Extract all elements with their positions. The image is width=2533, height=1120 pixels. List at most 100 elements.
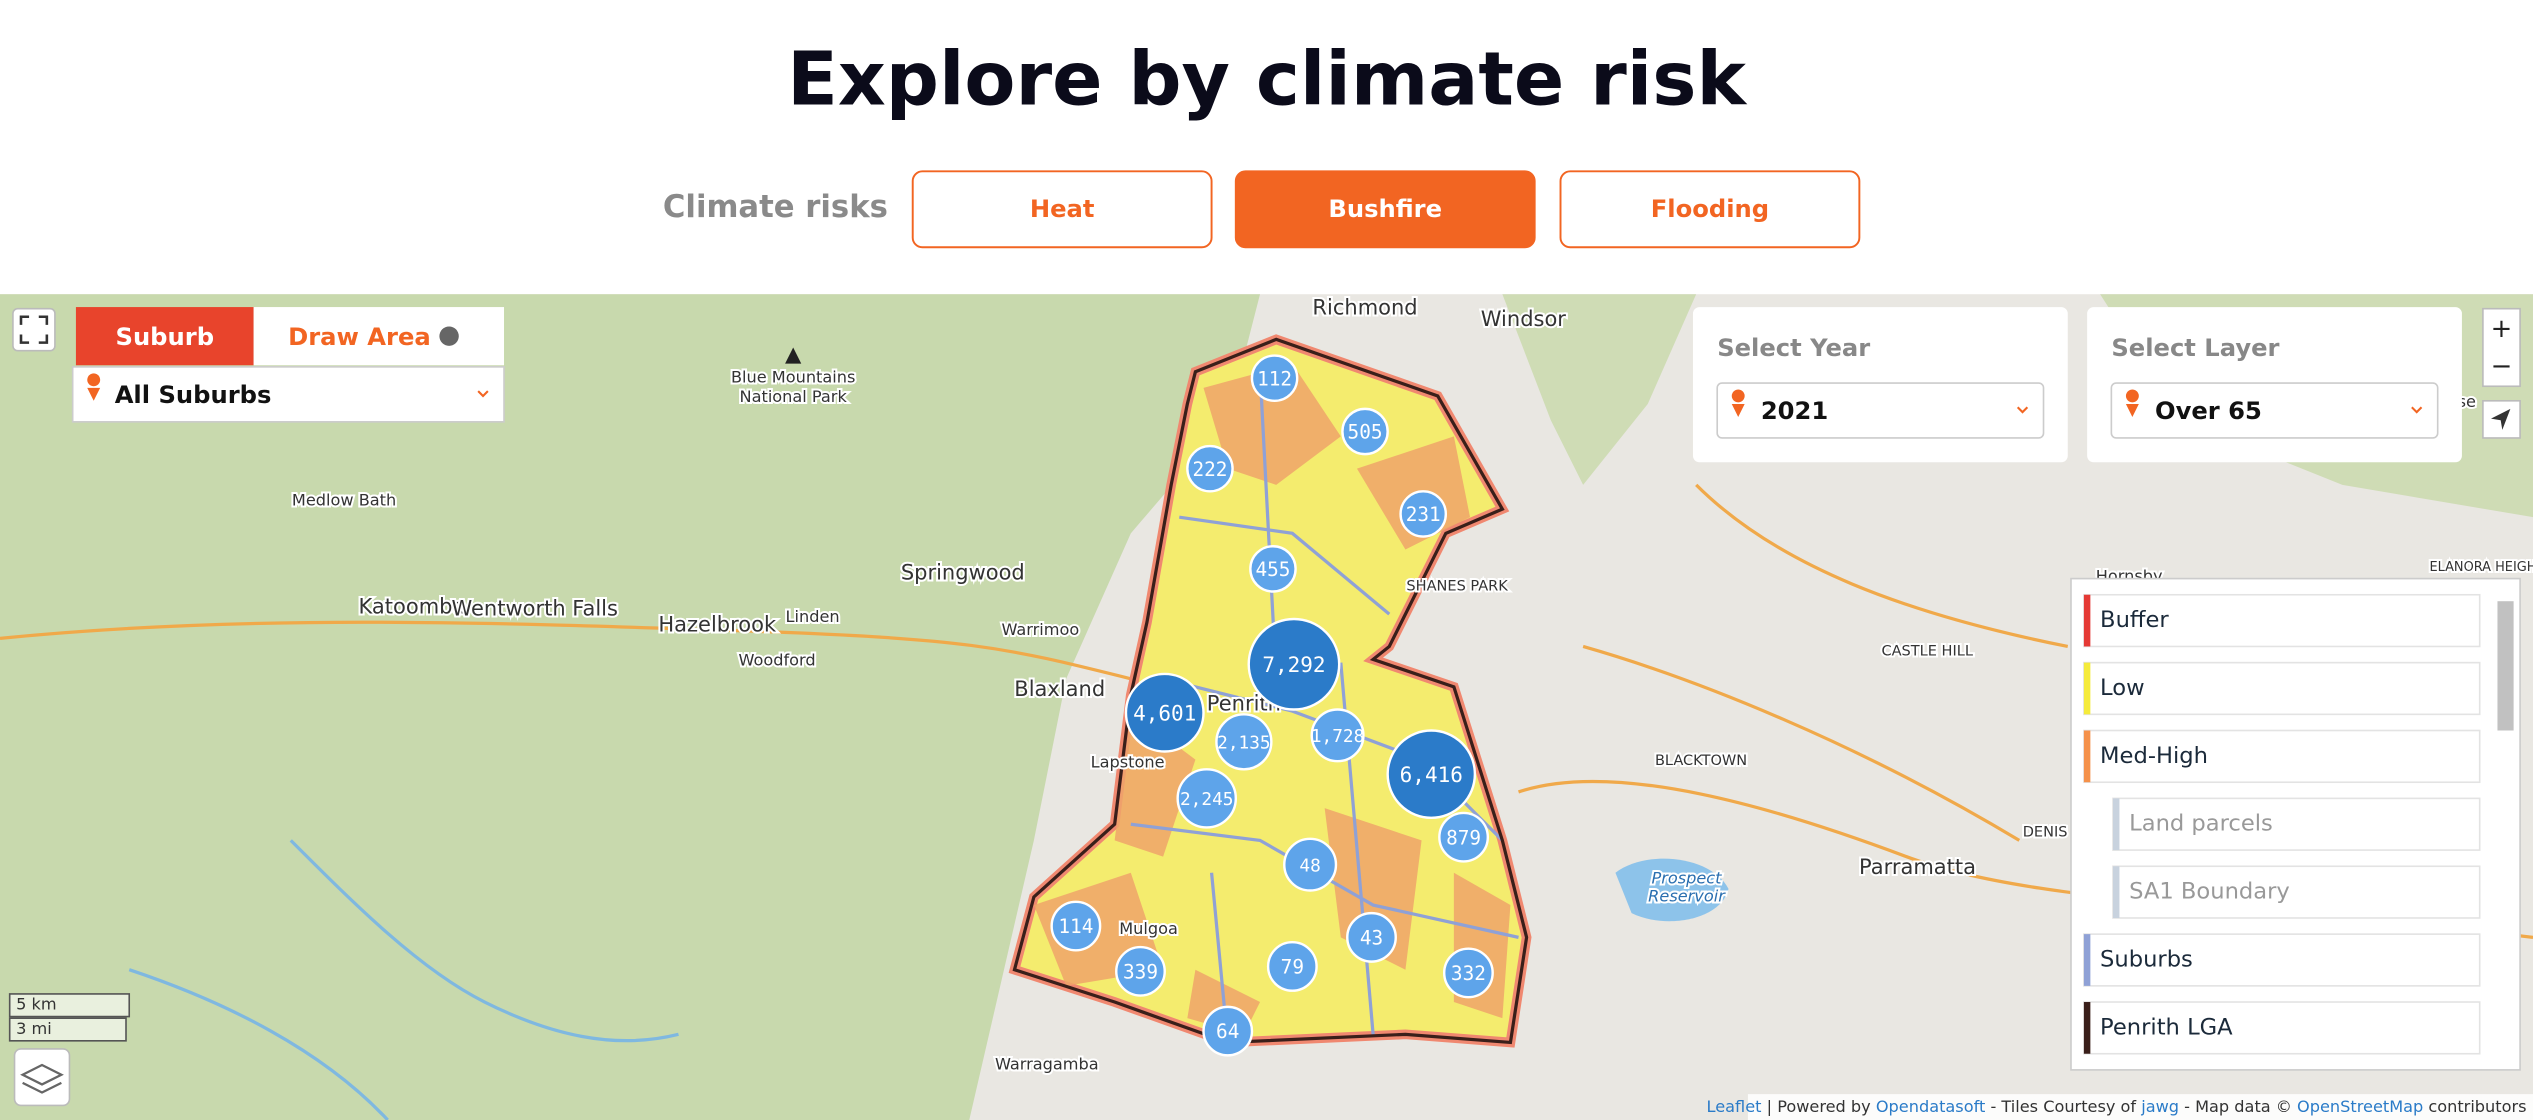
mode-tab-label: Suburb <box>116 323 215 351</box>
chevron <box>2016 406 2029 414</box>
risk-button-label: Bushfire <box>1328 195 1442 223</box>
cluster-count: 64 <box>1216 1020 1239 1043</box>
cluster-count: 1,728 <box>1311 727 1364 747</box>
mode-tab-label: Draw Area <box>288 323 431 351</box>
cluster-count: 455 <box>1255 558 1290 581</box>
place-label: Warrimoo <box>1001 620 1079 639</box>
cluster-marker[interactable] <box>1176 768 1238 829</box>
zoom-out[interactable]: − <box>2491 351 2513 381</box>
scale-bar <box>8 993 131 1018</box>
place-label: Mulgoa <box>1119 919 1178 938</box>
place-label: CASTLE HILL <box>1881 643 1973 659</box>
place-label: Parramatta <box>1859 855 1976 879</box>
cluster-marker[interactable] <box>1442 947 1494 999</box>
select-box[interactable] <box>1716 382 2045 439</box>
fullscreen-icon <box>19 315 49 344</box>
cluster-marker[interactable] <box>1249 545 1297 593</box>
locate-icon <box>2490 408 2511 430</box>
place-label: Hazelbrook <box>658 612 777 636</box>
place-label: Blaxland <box>1014 677 1105 701</box>
place-label: Wentworth Falls <box>451 596 617 620</box>
pin-icon <box>2125 389 2139 417</box>
cluster-marker[interactable] <box>1215 713 1273 771</box>
cluster-count: 231 <box>1406 503 1441 526</box>
legend-item[interactable] <box>2083 661 2481 716</box>
scale-label: 3 mi <box>16 1019 52 1038</box>
cluster-count: 48 <box>1299 856 1320 876</box>
layers-icon <box>20 1063 64 1094</box>
place-label: Linden <box>786 607 840 626</box>
attribution-link[interactable]: Leaflet <box>1707 1097 1762 1116</box>
page-title: Explore by climate risk <box>787 36 1747 123</box>
cluster-marker[interactable] <box>1310 708 1365 763</box>
cluster-marker[interactable] <box>1247 617 1341 711</box>
select-box[interactable] <box>2110 382 2439 439</box>
legend-label: Buffer <box>2100 607 2169 633</box>
place-label: DENIS <box>2023 824 2068 840</box>
place-label: Reservoir <box>1648 886 1726 905</box>
pin-icon <box>1731 389 1745 417</box>
road <box>0 483 2533 939</box>
cluster-marker[interactable] <box>1399 490 1448 538</box>
attribution-link[interactable]: Opendatasoft <box>1876 1097 1985 1116</box>
zoom-in[interactable]: + <box>2491 314 2513 344</box>
cluster-marker[interactable] <box>1250 354 1299 403</box>
legend-swatch <box>2083 1002 2091 1054</box>
mode-tab[interactable] <box>75 307 254 366</box>
cluster-marker[interactable] <box>1115 945 1166 997</box>
cluster-marker[interactable] <box>1438 811 1490 863</box>
place-label: Blue Mountains <box>731 368 855 387</box>
mode-tab[interactable] <box>253 307 505 366</box>
suburb-select-value: All Suburbs <box>115 381 272 409</box>
cluster-marker[interactable] <box>1346 911 1397 963</box>
attribution: Leaflet | Powered by Opendatasoft - Tile… <box>1707 1097 2527 1116</box>
chevron <box>2411 406 2423 414</box>
risk-button[interactable] <box>1234 170 1536 249</box>
legend-swatch <box>2083 594 2091 647</box>
risk-button[interactable] <box>911 170 1213 249</box>
legend-item[interactable] <box>2083 1001 2481 1055</box>
cluster-marker[interactable] <box>1283 837 1338 892</box>
place-label: Springwood <box>901 561 1025 585</box>
cluster-count: 332 <box>1451 962 1486 985</box>
scale-bar <box>8 1017 127 1042</box>
cluster-marker[interactable] <box>1202 1005 1254 1057</box>
attribution-link[interactable]: OpenStreetMap <box>2297 1097 2423 1116</box>
legend-label: Suburbs <box>2100 946 2193 972</box>
cluster-marker[interactable] <box>1386 729 1477 819</box>
cluster-marker[interactable] <box>1186 444 1234 493</box>
legend-swatch <box>2112 798 2120 851</box>
cluster-count: 222 <box>1192 458 1227 481</box>
med-high-area <box>1033 363 1511 1035</box>
cluster-count: 505 <box>1348 421 1383 444</box>
legend-swatch <box>2083 662 2091 715</box>
risk-button-label: Heat <box>1030 195 1095 223</box>
info-icon <box>439 326 459 346</box>
layers-button[interactable] <box>13 1048 71 1107</box>
place-label: Warragamba <box>995 1055 1099 1074</box>
pin-icon <box>87 373 101 401</box>
attribution-text: | Powered by <box>1762 1097 1876 1116</box>
select-label: Select Year <box>1717 334 1870 362</box>
risk-button-label: Flooding <box>1651 195 1769 223</box>
suburb-select[interactable] <box>71 366 505 423</box>
legend-swatch <box>2083 730 2091 783</box>
attribution-link[interactable]: jawg <box>2140 1097 2179 1116</box>
legend-label: SA1 Boundary <box>2129 879 2290 905</box>
legend-item[interactable] <box>2112 797 2481 851</box>
risk-button[interactable] <box>1559 170 1861 249</box>
cluster-count: 7,292 <box>1262 653 1325 677</box>
cluster-marker[interactable] <box>1050 900 1102 952</box>
legend-item[interactable] <box>2083 593 2481 648</box>
scale-label: 5 km <box>16 995 56 1014</box>
fullscreen-button[interactable] <box>12 307 56 352</box>
place-label: BLACKTOWN <box>1655 753 1747 769</box>
cluster-marker[interactable] <box>1341 407 1389 456</box>
attribution-bg <box>1747 1094 2533 1120</box>
place-label: Richmond <box>1312 296 1417 320</box>
cluster-marker[interactable] <box>1124 672 1205 753</box>
cluster-marker[interactable] <box>1266 941 1318 992</box>
cluster-count: 2,245 <box>1180 790 1233 810</box>
